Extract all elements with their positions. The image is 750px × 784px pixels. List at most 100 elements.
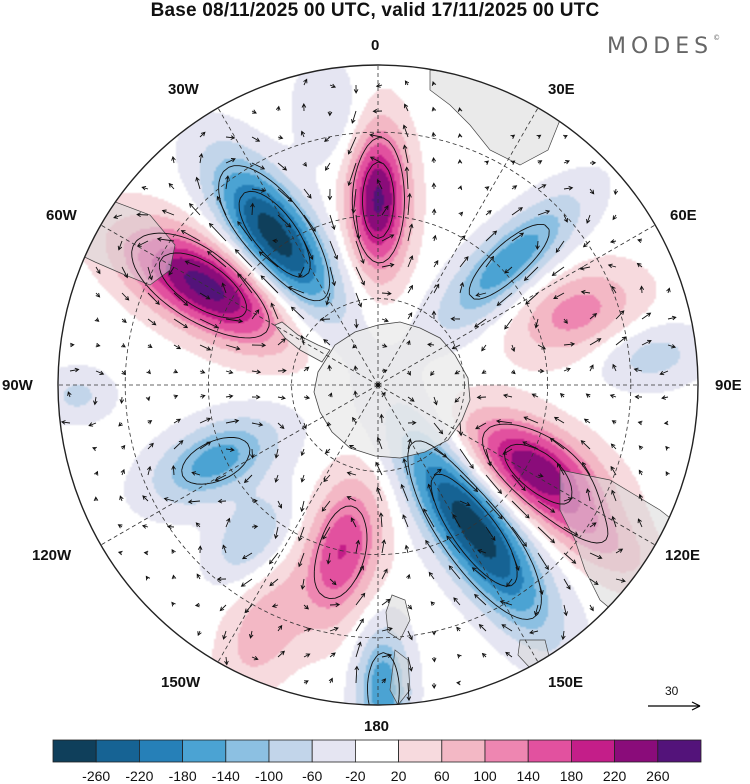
wind-vector	[287, 286, 305, 294]
wind-vector	[611, 515, 617, 528]
wind-vector	[666, 287, 671, 294]
wind-vector	[168, 182, 175, 190]
wind-vector	[225, 135, 236, 140]
wind-vector	[427, 483, 435, 502]
wind-vector	[329, 266, 337, 287]
wind-vector	[119, 396, 125, 404]
wind-vector	[328, 677, 333, 684]
wind-vector	[431, 182, 437, 190]
wind-vector	[225, 158, 236, 164]
wind-vector	[251, 188, 266, 193]
wind-vector	[251, 136, 261, 142]
wind-vector	[504, 318, 513, 330]
wind-vector	[633, 367, 643, 373]
wind-vector	[225, 369, 234, 375]
wind-vector	[117, 240, 123, 251]
wind-vector	[329, 214, 336, 231]
wind-vector	[60, 420, 71, 425]
wind-vector	[199, 131, 206, 138]
colorbar-swatch	[95, 739, 140, 763]
wind-vector	[406, 573, 411, 580]
wind-vector	[171, 155, 176, 164]
wind-vector	[478, 623, 487, 632]
wind-vector	[300, 448, 305, 457]
wind-vector	[354, 665, 360, 684]
wind-vector	[407, 396, 415, 402]
wind-vector	[407, 223, 414, 242]
wind-vector	[481, 344, 487, 352]
wind-vector	[277, 162, 288, 171]
wind-vector	[610, 465, 617, 476]
wind-vector	[431, 656, 437, 663]
lon-label-0: 0	[371, 37, 380, 54]
wind-vector	[325, 292, 331, 306]
wind-vector	[376, 436, 383, 450]
wind-vector	[511, 207, 523, 216]
wind-vector	[298, 526, 305, 542]
colorbar-tick-label: -100	[254, 768, 284, 784]
wind-vector	[277, 624, 283, 632]
contour-line	[181, 165, 550, 705]
wind-vector	[523, 416, 539, 424]
wind-vector	[251, 524, 259, 529]
wind-vector	[485, 209, 492, 216]
wind-vector	[431, 80, 437, 86]
wind-vector	[300, 500, 305, 513]
wind-vector	[610, 443, 617, 450]
wind-vector	[381, 234, 395, 242]
contour-line	[238, 190, 518, 587]
wind-vector	[323, 338, 331, 346]
wind-vector	[563, 578, 571, 590]
lon-label-120e: 120E	[665, 547, 701, 564]
wind-vector	[277, 500, 283, 509]
wind-vector	[147, 292, 160, 305]
antarctic-peninsula	[274, 321, 331, 363]
wind-vector	[355, 214, 361, 240]
colorbar-tick-label: 20	[390, 768, 407, 784]
wind-vector	[636, 262, 643, 268]
wind-vector	[303, 240, 314, 261]
wind-vector	[369, 156, 383, 164]
wind-vector	[557, 462, 565, 476]
wind-vector	[303, 627, 312, 632]
wind-vector	[355, 641, 362, 658]
wind-vector	[407, 604, 413, 610]
wind-vector	[459, 281, 465, 294]
meridian-line	[377, 384, 539, 663]
wind-vector	[303, 366, 310, 372]
wind-vector	[121, 370, 127, 376]
wind-vector	[402, 457, 409, 476]
wind-vector	[328, 392, 333, 398]
wind-vector	[661, 395, 669, 400]
wind-vector	[350, 517, 357, 528]
wind-vector	[199, 417, 212, 424]
wind-vector	[431, 310, 437, 320]
wind-vector	[665, 445, 670, 451]
wind-vector	[402, 144, 409, 164]
wind-vector	[273, 526, 279, 540]
wind-vector	[381, 205, 389, 216]
wind-vector	[502, 448, 513, 455]
wind-vector	[427, 342, 435, 347]
logo-mark: ©	[713, 34, 721, 42]
wind-vector	[117, 524, 123, 529]
wind-vector	[585, 488, 591, 502]
wind-vector	[403, 103, 409, 112]
wind-vector	[559, 393, 565, 398]
wind-vector	[216, 576, 227, 582]
wind-vector	[580, 289, 591, 295]
wind-vector	[250, 202, 255, 216]
wind-vector	[553, 416, 565, 424]
wind-vector	[615, 548, 624, 554]
wind-vector	[197, 545, 203, 554]
wind-vector	[355, 266, 365, 286]
wind-vector	[251, 109, 257, 114]
wind-vector	[457, 185, 463, 191]
wind-vector	[400, 483, 409, 502]
wind-vector	[188, 203, 201, 216]
wind-vector	[665, 471, 670, 476]
wind-vector	[141, 185, 149, 191]
wind-vector	[404, 166, 410, 190]
wind-vector	[431, 682, 437, 690]
wind-vector	[475, 292, 487, 297]
